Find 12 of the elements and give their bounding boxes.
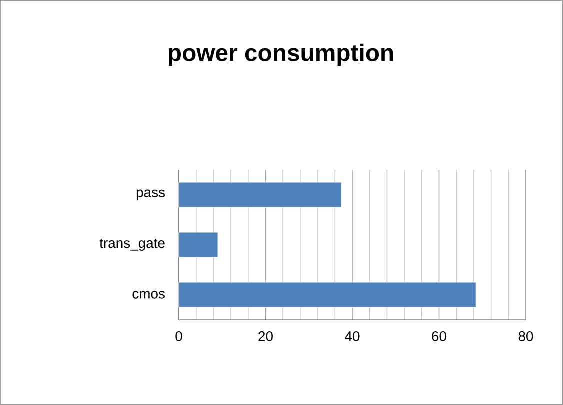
chart-title: power consumption: [169, 44, 394, 66]
x-tick-label: 80: [518, 332, 534, 342]
x-tick-label: 20: [258, 332, 273, 342]
y-tick-label: pass: [136, 190, 165, 200]
x-tick-label: 0: [176, 332, 182, 342]
x-tick-label: 40: [345, 332, 360, 342]
bar: [178, 232, 218, 258]
y-tick-label: cmos: [132, 291, 165, 299]
bar: [178, 182, 342, 208]
bar: [178, 282, 476, 308]
x-tick-label: 60: [432, 332, 446, 342]
y-tick-label: trans_gate: [100, 239, 165, 251]
